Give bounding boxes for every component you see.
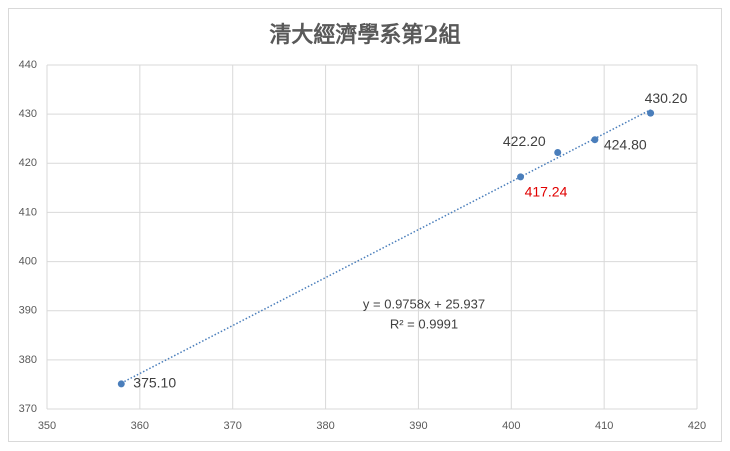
x-tick-label: 350 <box>38 420 56 432</box>
data-label: 417.24 <box>525 184 568 200</box>
x-tick-label: 360 <box>131 420 149 432</box>
y-tick-label: 370 <box>19 403 37 415</box>
point <box>517 173 525 181</box>
x-tick-label: 410 <box>595 420 613 432</box>
trendline-equation: y = 0.9758x + 25.937 <box>363 296 485 311</box>
point <box>647 109 655 117</box>
y-tick-label: 390 <box>19 305 37 317</box>
x-tick-label: 380 <box>316 420 334 432</box>
y-tick-label: 400 <box>19 255 37 267</box>
point <box>117 380 125 388</box>
x-tick-label: 390 <box>409 420 427 432</box>
data-label: 424.80 <box>604 136 647 152</box>
data-label: 430.20 <box>645 90 688 106</box>
y-tick-label: 430 <box>19 108 37 120</box>
y-tick-label: 440 <box>19 59 37 71</box>
y-tick-label: 410 <box>19 206 37 218</box>
data-label: 422.20 <box>503 133 546 149</box>
y-tick-label: 380 <box>19 354 37 366</box>
chart-border <box>8 8 722 442</box>
x-tick-label: 400 <box>502 420 520 432</box>
x-tick-label: 370 <box>224 420 242 432</box>
chart-title: 清大經濟學系第2組 <box>269 22 460 48</box>
trendline-r-squared: R² = 0.9991 <box>390 316 458 331</box>
y-tick-label: 420 <box>19 157 37 169</box>
point <box>554 148 562 156</box>
trendline <box>120 109 651 384</box>
point <box>591 136 599 144</box>
x-tick-label: 420 <box>688 420 706 432</box>
data-label: 375.10 <box>133 375 176 391</box>
